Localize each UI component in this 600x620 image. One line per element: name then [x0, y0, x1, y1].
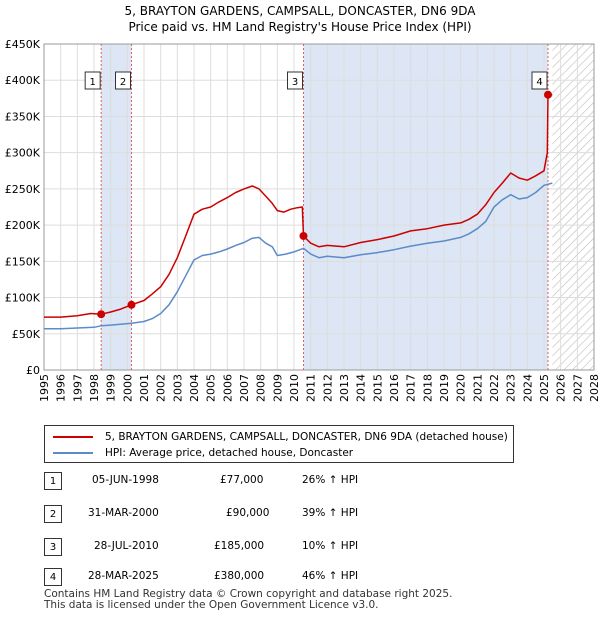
sale-marker-label: 1 — [89, 77, 95, 88]
x-tick-label: 2004 — [188, 374, 201, 402]
series-line-hpi — [44, 182, 553, 330]
x-tick-label: 2007 — [238, 374, 251, 402]
x-tick-label: 2009 — [271, 374, 284, 402]
sale-row: 2 31-MAR-2000 £90,000 39% ↑ HPI — [44, 505, 444, 523]
x-tick-label: 2010 — [288, 374, 301, 402]
sale-hpi-change: 26% ↑ HPI — [302, 474, 359, 486]
sale-marker-box — [84, 71, 101, 90]
x-tick-label: 2026 — [555, 374, 568, 402]
sale-marker-box — [115, 71, 131, 90]
y-tick-label: £50K — [12, 328, 41, 341]
x-tick-label: 2021 — [471, 374, 484, 402]
x-tick-label: 2018 — [421, 374, 434, 402]
sale-price: £90,000 — [226, 507, 270, 519]
sale-point — [299, 231, 308, 240]
sale-marker-box — [287, 71, 303, 90]
x-tick-label: 2028 — [588, 374, 600, 402]
ownership-shade — [101, 44, 132, 370]
x-tick-label: 2013 — [338, 374, 351, 402]
x-tick-label: 2024 — [521, 374, 534, 402]
legend-swatch-hpi — [53, 452, 93, 454]
sale-number-badge: 1 — [44, 472, 62, 490]
sale-marker-label: 3 — [292, 77, 298, 88]
y-tick-label: £200K — [5, 219, 41, 232]
sale-number-badge: 2 — [44, 505, 62, 523]
sale-price: £380,000 — [214, 570, 265, 582]
legend-label-hpi: HPI: Average price, detached house, Donc… — [105, 447, 354, 459]
chart-subtitle: Price paid vs. HM Land Registry's House … — [128, 20, 471, 34]
legend-item-property: 5, BRAYTON GARDENS, CAMPSALL, DONCASTER,… — [45, 430, 508, 444]
x-tick-label: 2019 — [438, 374, 451, 402]
price-chart: 5, BRAYTON GARDENS, CAMPSALL, DONCASTER,… — [5, 4, 600, 402]
y-tick-label: £250K — [5, 183, 41, 196]
sale-marker-label: 4 — [536, 77, 542, 88]
sale-hpi-change: 10% ↑ HPI — [302, 540, 359, 552]
series-line-property — [44, 93, 553, 318]
sale-marker-box — [531, 71, 548, 90]
x-tick-label: 2027 — [571, 374, 584, 402]
x-tick-label: 1995 — [38, 374, 51, 402]
sale-date: 05-JUN-1998 — [92, 474, 159, 486]
x-tick-label: 1997 — [71, 374, 84, 402]
x-tick-label: 1996 — [55, 374, 68, 402]
ownership-shade — [303, 44, 548, 370]
legend-item-hpi: HPI: Average price, detached house, Donc… — [45, 446, 353, 460]
y-tick-label: £0 — [26, 364, 40, 377]
footer-licence: This data is licensed under the Open Gov… — [44, 599, 379, 611]
sale-row: 1 05-JUN-1998 £77,000 26% ↑ HPI — [44, 472, 444, 490]
sale-number-badge: 4 — [44, 568, 62, 586]
x-tick-label: 2000 — [121, 374, 134, 402]
x-tick-label: 2020 — [455, 374, 468, 402]
x-tick-label: 2025 — [538, 374, 551, 402]
sale-row: 3 28-JUL-2010 £185,000 10% ↑ HPI — [44, 538, 444, 556]
x-tick-label: 2014 — [355, 374, 368, 402]
footer-attribution: Contains HM Land Registry data © Crown c… — [44, 589, 452, 611]
sale-point — [127, 300, 136, 309]
sale-hpi-change: 46% ↑ HPI — [302, 570, 359, 582]
x-tick-label: 2015 — [371, 374, 384, 402]
x-tick-label: 1998 — [88, 374, 101, 402]
sale-date: 28-MAR-2025 — [88, 570, 159, 582]
y-tick-label: £400K — [5, 74, 41, 87]
x-tick-label: 2022 — [488, 374, 501, 402]
sale-number-badge: 3 — [44, 538, 62, 556]
x-tick-label: 2006 — [221, 374, 234, 402]
x-tick-label: 2011 — [305, 374, 318, 402]
x-tick-label: 2002 — [155, 374, 168, 402]
sale-row: 4 28-MAR-2025 £380,000 46% ↑ HPI — [44, 568, 444, 586]
y-tick-label: £450K — [5, 38, 41, 51]
x-tick-label: 2008 — [255, 374, 268, 402]
x-tick-label: 1999 — [105, 374, 118, 402]
sale-marker-label: 2 — [120, 77, 126, 88]
sale-hpi-change: 39% ↑ HPI — [302, 507, 359, 519]
legend-swatch-property — [53, 436, 93, 438]
legend: 5, BRAYTON GARDENS, CAMPSALL, DONCASTER,… — [44, 425, 514, 463]
x-tick-label: 2003 — [171, 374, 184, 402]
sale-date: 31-MAR-2000 — [88, 507, 159, 519]
x-tick-label: 2016 — [388, 374, 401, 402]
footer-copyright: Contains HM Land Registry data © Crown c… — [44, 588, 453, 600]
sale-point — [97, 310, 106, 319]
y-tick-label: £350K — [5, 110, 41, 123]
x-tick-label: 2012 — [321, 374, 334, 402]
sale-price: £77,000 — [220, 474, 264, 486]
sale-date: 28-JUL-2010 — [94, 540, 159, 552]
x-tick-label: 2023 — [505, 374, 518, 402]
legend-label-property: 5, BRAYTON GARDENS, CAMPSALL, DONCASTER,… — [105, 431, 508, 443]
y-tick-label: £300K — [5, 147, 41, 160]
x-tick-label: 2001 — [138, 374, 151, 402]
x-tick-label: 2005 — [205, 374, 218, 402]
chart-title: 5, BRAYTON GARDENS, CAMPSALL, DONCASTER,… — [125, 4, 477, 18]
sale-price: £185,000 — [214, 540, 265, 552]
y-tick-label: £100K — [5, 292, 41, 305]
forecast-hatch — [552, 44, 594, 370]
plot-frame — [43, 43, 595, 371]
y-tick-label: £150K — [5, 255, 41, 268]
sale-point — [544, 90, 552, 99]
x-tick-label: 2017 — [405, 374, 418, 402]
